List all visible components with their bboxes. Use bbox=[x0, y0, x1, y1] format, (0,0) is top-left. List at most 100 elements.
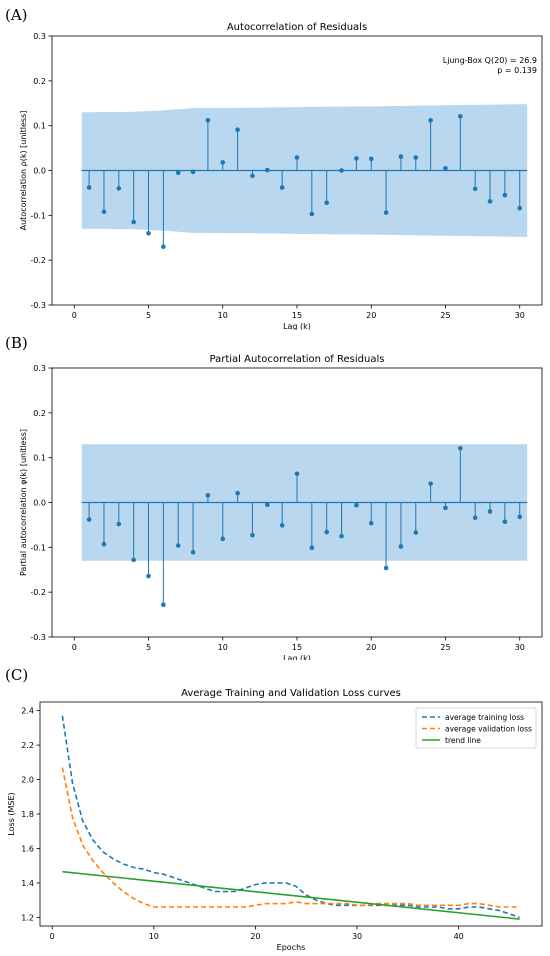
legend-box bbox=[415, 707, 537, 749]
y-tick-label: 1.2 bbox=[21, 913, 34, 922]
stem-marker bbox=[472, 186, 478, 192]
ljung-box-stat: Ljung-Box Q(20) = 26.9 bbox=[443, 56, 537, 65]
stem-marker bbox=[458, 113, 463, 119]
x-tick-label: 30 bbox=[352, 932, 362, 941]
stem-marker bbox=[116, 186, 122, 191]
pacf-chart: 0 5 10 15 20 25 30 -0.3 -0.2 -0.1 0.0 0.1 0.2 0.3 Part… bbox=[19, 354, 543, 660]
stem-marker bbox=[502, 192, 508, 198]
x-tick-label: 40 bbox=[454, 932, 464, 941]
stem-marker bbox=[131, 219, 136, 225]
stem-marker bbox=[220, 160, 226, 165]
stem-marker bbox=[250, 532, 255, 538]
stem-marker bbox=[428, 117, 433, 123]
stem-marker bbox=[398, 544, 404, 549]
stem-marker bbox=[487, 509, 493, 514]
chart-title: Partial Autocorrelation of Residuals bbox=[210, 354, 385, 365]
stem-marker bbox=[443, 165, 448, 171]
ljung-box-p: p = 0.139 bbox=[497, 66, 537, 75]
stem-marker bbox=[443, 505, 448, 511]
stem-marker bbox=[279, 523, 285, 528]
series-line-0 bbox=[61, 715, 520, 919]
y-tick-label: 1.8 bbox=[21, 810, 34, 819]
legend-label-1: average validation loss bbox=[445, 725, 532, 734]
y-tick-label: 0.1 bbox=[33, 122, 46, 131]
stem-marker bbox=[339, 168, 344, 173]
y-tick-label: 1.6 bbox=[21, 844, 34, 853]
y-tick-label: -0.3 bbox=[30, 301, 46, 310]
y-tick-label: 0.2 bbox=[33, 77, 46, 86]
stem-marker bbox=[205, 493, 211, 498]
stem-marker bbox=[131, 557, 136, 563]
stem-marker bbox=[101, 541, 107, 547]
x-tick-label: 15 bbox=[292, 643, 302, 652]
stem-marker bbox=[354, 156, 359, 161]
loss-chart: 0 10 20 30 40 1.2 1.4 1.6 1.8 2.0 2.2 2.4 Average Tr… bbox=[7, 688, 543, 952]
x-axis-label: Lag (k) bbox=[283, 322, 311, 330]
x-tick-label: 10 bbox=[218, 311, 228, 320]
x-tick-label: 5 bbox=[146, 643, 151, 652]
x-axis-label: Epochs bbox=[277, 943, 306, 952]
y-tick-label: 0.3 bbox=[33, 364, 46, 373]
x-tick-label: 10 bbox=[149, 932, 159, 941]
y-tick-label: -0.2 bbox=[30, 588, 46, 597]
x-tick-label: 5 bbox=[146, 311, 151, 320]
x-tick-label: 0 bbox=[50, 932, 55, 941]
x-axis-label: Lag (k) bbox=[283, 654, 311, 660]
stem-marker bbox=[265, 502, 270, 508]
stem-marker bbox=[250, 173, 255, 179]
stem-marker bbox=[309, 211, 315, 217]
stem-marker bbox=[146, 230, 151, 236]
stem-marker bbox=[517, 205, 523, 211]
series-line-1 bbox=[61, 767, 520, 908]
stem-marker bbox=[324, 200, 329, 206]
y-tick-label: 0.0 bbox=[33, 499, 46, 508]
x-tick-label: 30 bbox=[515, 643, 525, 652]
stem-marker bbox=[339, 533, 344, 539]
stem-marker bbox=[428, 481, 433, 486]
stem-marker bbox=[354, 502, 359, 508]
stem-marker bbox=[413, 155, 419, 160]
stem-marker bbox=[146, 573, 151, 579]
stem-marker bbox=[161, 602, 166, 608]
series-line-2 bbox=[62, 870, 520, 920]
acf-chart: 0 5 10 15 20 25 30 -0.3 -0.2 -0.1 0.0 0.1 0.2 0.3 Auto… bbox=[19, 22, 543, 330]
y-tick-label: -0.2 bbox=[30, 256, 46, 265]
x-tick-label: 20 bbox=[366, 311, 376, 320]
stem-marker bbox=[190, 169, 196, 175]
panel-label-a: (A) bbox=[5, 6, 28, 24]
y-tick-label: 0.2 bbox=[33, 409, 46, 418]
stem-marker bbox=[413, 530, 419, 535]
stem-marker bbox=[517, 514, 523, 520]
stem-marker bbox=[279, 185, 285, 190]
y-tick-label: 2.2 bbox=[21, 741, 34, 750]
legend-label-0: average training loss bbox=[445, 713, 524, 722]
y-tick-label: -0.1 bbox=[30, 211, 46, 220]
stem-marker bbox=[368, 156, 374, 162]
stem-marker bbox=[458, 445, 463, 451]
stem-marker bbox=[398, 154, 404, 159]
y-tick-label: 0.0 bbox=[33, 167, 46, 176]
stem-marker bbox=[383, 565, 389, 571]
stem-marker bbox=[220, 536, 226, 542]
chart-title: Autocorrelation of Residuals bbox=[227, 22, 367, 33]
legend-label-2: trend line bbox=[445, 736, 481, 745]
panel-label-b: (B) bbox=[5, 334, 28, 352]
panel-label-c: (C) bbox=[5, 666, 29, 684]
stem-marker bbox=[472, 515, 478, 521]
stem-marker bbox=[190, 549, 196, 555]
y-tick-label: 0.1 bbox=[33, 454, 46, 463]
stem-marker bbox=[487, 199, 493, 204]
x-tick-label: 20 bbox=[250, 932, 260, 941]
stem-marker bbox=[175, 170, 181, 176]
stem-marker bbox=[116, 521, 122, 527]
y-axis-label: Loss (MSE) bbox=[7, 792, 16, 835]
stem-marker bbox=[235, 490, 240, 496]
stem-marker bbox=[294, 155, 300, 160]
x-tick-label: 15 bbox=[292, 311, 302, 320]
y-tick-label: -0.3 bbox=[30, 633, 46, 642]
stem-marker bbox=[502, 519, 508, 525]
x-tick-label: 20 bbox=[366, 643, 376, 652]
stem-marker bbox=[383, 210, 389, 215]
stem-marker bbox=[175, 543, 181, 548]
x-tick-label: 0 bbox=[72, 311, 77, 320]
